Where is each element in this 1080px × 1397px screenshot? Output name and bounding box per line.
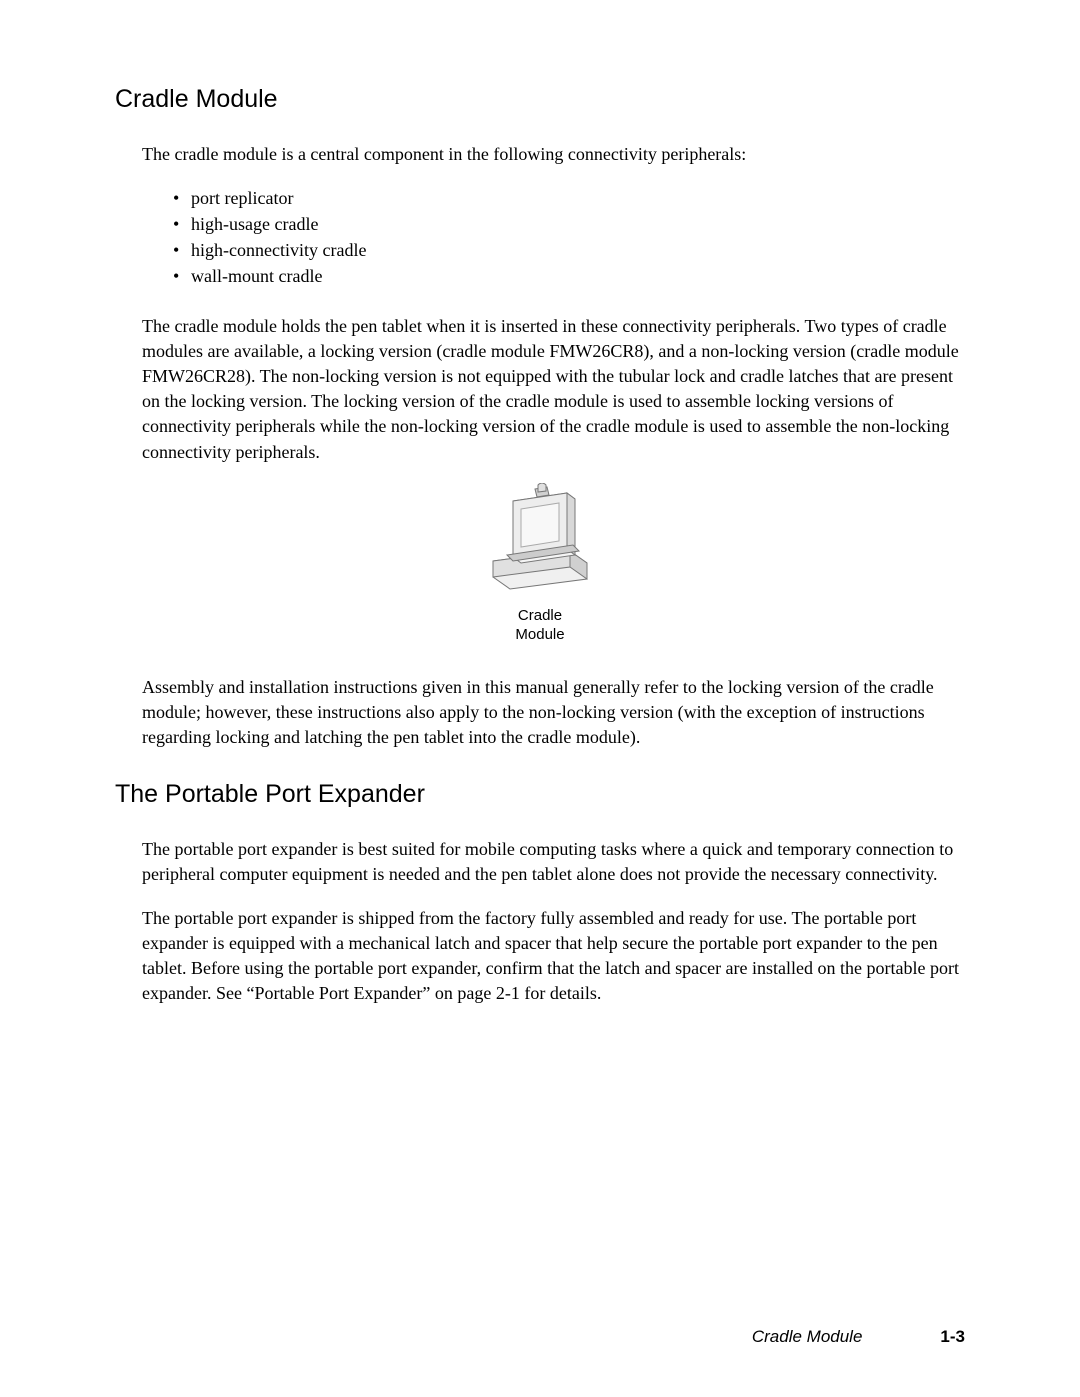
- section-heading-expander: The Portable Port Expander: [115, 780, 965, 809]
- expander-paragraph-1: The portable port expander is best suite…: [142, 837, 965, 887]
- cradle-illustration: [475, 483, 605, 598]
- footer-page-number: 1-3: [940, 1327, 965, 1347]
- list-item: port replicator: [173, 185, 965, 211]
- intro-paragraph: The cradle module is a central component…: [142, 142, 965, 167]
- footer-section-title: Cradle Module: [752, 1327, 863, 1347]
- cradle-figure: Cradle Module: [115, 483, 965, 645]
- figure-caption: Cradle Module: [115, 606, 965, 645]
- description-paragraph: The cradle module holds the pen tablet w…: [142, 314, 965, 465]
- assembly-paragraph: Assembly and installation instructions g…: [142, 675, 965, 751]
- section-heading-cradle: Cradle Module: [115, 85, 965, 114]
- expander-paragraph-2: The portable port expander is shipped fr…: [142, 906, 965, 1007]
- caption-line: Module: [515, 626, 564, 643]
- caption-line: Cradle: [518, 607, 562, 624]
- page-footer: Cradle Module 1-3: [752, 1327, 965, 1347]
- list-item: wall-mount cradle: [173, 263, 965, 289]
- list-item: high-usage cradle: [173, 211, 965, 237]
- list-item: high-connectivity cradle: [173, 237, 965, 263]
- peripherals-list: port replicator high-usage cradle high-c…: [173, 185, 965, 289]
